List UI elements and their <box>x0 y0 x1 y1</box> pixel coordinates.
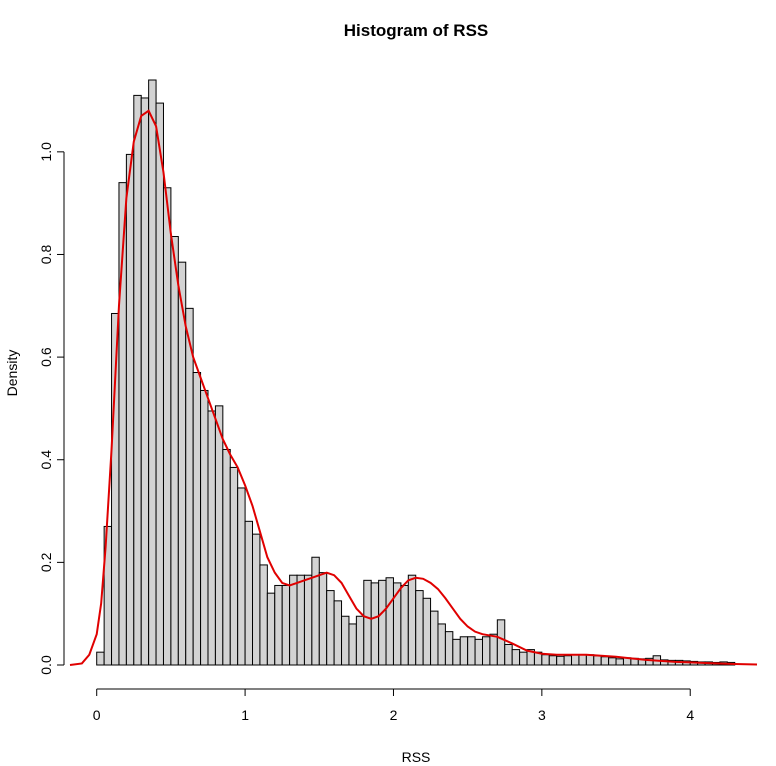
histogram-bar <box>296 574 305 666</box>
histogram-bar <box>541 654 550 666</box>
x-tick-label: 0 <box>93 707 101 723</box>
histogram-bar <box>311 556 320 666</box>
histogram-bar <box>162 187 172 666</box>
histogram-bar <box>266 592 276 666</box>
y-tick-label: 0.0 <box>38 655 54 675</box>
x-tick-label: 1 <box>241 707 249 723</box>
histogram-bar <box>274 584 283 666</box>
histogram-bar <box>185 307 194 666</box>
histogram-bars <box>96 79 736 666</box>
histogram-bar <box>222 448 231 666</box>
histogram-bar <box>341 615 350 666</box>
histogram-bar <box>459 636 469 666</box>
histogram-bar <box>556 655 565 666</box>
histogram-bar <box>400 584 409 666</box>
y-tick-label: 0.8 <box>38 245 54 265</box>
histogram-bar <box>192 372 202 666</box>
histogram-bar <box>140 97 150 666</box>
histogram-bar <box>244 520 254 666</box>
histogram-bar <box>548 655 558 666</box>
histogram-bar <box>444 631 454 666</box>
histogram-bar <box>252 533 261 666</box>
histogram-bar <box>481 636 491 666</box>
density-curve <box>69 109 758 666</box>
histogram-bar <box>318 572 328 666</box>
x-axis-label: RSS <box>402 749 431 765</box>
y-tick-label: 0.4 <box>38 450 54 470</box>
histogram-bar <box>519 651 528 666</box>
histogram-bar <box>214 405 224 666</box>
y-tick-label: 1.0 <box>38 142 54 162</box>
y-tick-label: 0.6 <box>38 347 54 367</box>
histogram-bar <box>281 584 291 666</box>
histogram-bar <box>474 638 483 666</box>
histogram-bar <box>496 619 506 666</box>
histogram-bar <box>600 656 610 666</box>
histogram-bar <box>608 657 617 666</box>
x-tick-label: 3 <box>538 707 546 723</box>
histogram-bar <box>148 79 157 666</box>
histogram-bar <box>237 487 246 666</box>
histogram-bar <box>125 153 135 666</box>
histogram-bar <box>437 623 446 666</box>
histogram-bar <box>615 658 624 666</box>
histogram-bar <box>504 643 513 666</box>
histogram-bar <box>303 574 313 666</box>
histogram-bar <box>363 579 372 666</box>
y-tick-label: 0.2 <box>38 552 54 572</box>
histogram-bar <box>155 102 164 666</box>
histogram-bar <box>452 638 461 666</box>
x-axis: 0 1 2 3 4 <box>93 688 694 723</box>
histogram-bar <box>593 655 602 666</box>
histogram-bar <box>133 94 142 666</box>
histogram-bar <box>289 574 298 666</box>
histogram-bar <box>348 623 357 666</box>
histogram-bar <box>96 651 105 666</box>
chart-title: Histogram of RSS <box>344 21 489 40</box>
y-axis-label: Density <box>4 350 20 397</box>
histogram-bar <box>407 574 417 666</box>
histogram-bar <box>200 389 209 666</box>
histogram-bar <box>415 590 424 666</box>
histogram-bar <box>511 649 521 666</box>
histogram-bar <box>229 466 239 666</box>
histogram-bar <box>378 579 387 666</box>
histogram-bar <box>170 236 179 666</box>
histogram-bar <box>370 582 380 666</box>
histogram-bar <box>333 600 343 666</box>
x-tick-label: 4 <box>686 707 694 723</box>
histogram-bar <box>489 633 498 666</box>
histogram-bar <box>563 655 573 666</box>
histogram-bar <box>585 654 595 666</box>
y-axis: 0.0 0.2 0.4 0.6 0.8 1.0 <box>38 142 65 675</box>
histogram-bar <box>422 597 432 666</box>
histogram-bar <box>430 610 439 666</box>
histogram-bar <box>326 590 335 666</box>
histogram-bar <box>259 564 268 666</box>
histogram-bar <box>207 410 216 666</box>
histogram-bar <box>355 615 365 666</box>
histogram-bar <box>571 654 580 666</box>
histogram-bar <box>385 577 394 666</box>
x-tick-label: 2 <box>390 707 398 723</box>
histogram-bar <box>467 636 476 666</box>
histogram-bar <box>578 654 587 666</box>
